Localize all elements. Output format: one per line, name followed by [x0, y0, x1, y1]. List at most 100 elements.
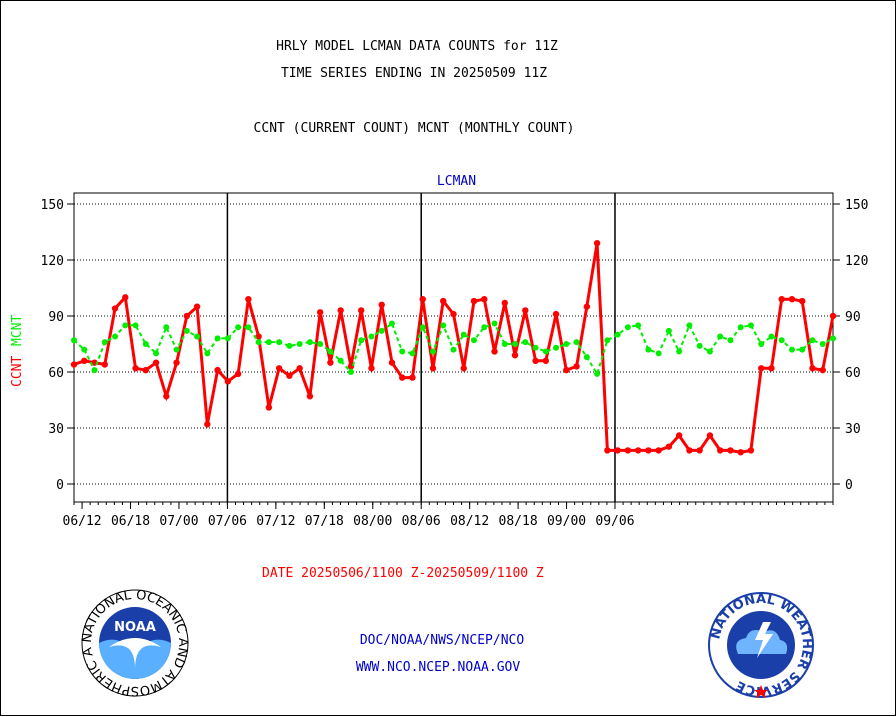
y-label-mcnt: MCNT — [10, 315, 25, 346]
data-point-mcnt — [830, 335, 836, 342]
data-point-mcnt — [368, 333, 375, 340]
data-point-ccnt — [655, 447, 662, 454]
data-point-mcnt — [460, 331, 467, 338]
data-point-mcnt — [532, 344, 539, 351]
data-point-mcnt — [204, 350, 211, 357]
data-point-ccnt — [737, 449, 744, 456]
data-point-ccnt — [686, 447, 693, 454]
axes — [67, 192, 840, 509]
axis-labels: 0 0 30 30 60 60 90 90 120 120 150 150 06/12 06/18 07/0… — [10, 174, 868, 529]
data-point-mcnt — [173, 346, 180, 353]
data-point-ccnt — [583, 303, 591, 310]
data-point-ccnt — [378, 301, 385, 308]
x-tick-label: 06/18 — [111, 514, 150, 529]
data-point-mcnt — [501, 341, 508, 347]
data-point-ccnt — [788, 296, 796, 303]
data-point-ccnt — [727, 447, 734, 454]
data-point-ccnt — [183, 312, 191, 320]
y-tick-label-left: 30 — [48, 422, 64, 437]
y-tick-label-left: 0 — [56, 478, 64, 493]
data-point-mcnt — [71, 337, 77, 344]
data-point-mcnt — [245, 324, 252, 331]
data-point-ccnt — [142, 366, 149, 374]
data-point-mcnt — [306, 339, 313, 346]
data-point-mcnt — [635, 322, 642, 329]
data-point-mcnt — [788, 346, 795, 353]
data-point-mcnt — [706, 348, 713, 355]
data-point-ccnt — [747, 447, 755, 454]
data-point-ccnt — [634, 447, 642, 454]
data-point-ccnt — [778, 296, 785, 303]
x-tick-label: 07/18 — [305, 514, 344, 529]
org-line: DOC/NOAA/NWS/NCEP/NCO — [359, 633, 525, 648]
data-point-mcnt — [409, 350, 416, 357]
data-point-ccnt — [132, 365, 139, 372]
data-point-mcnt — [132, 322, 139, 329]
data-point-mcnt — [768, 333, 775, 340]
y-tick-label-left: 150 — [41, 198, 64, 213]
data-point-mcnt — [778, 337, 785, 344]
chart-title-line2: TIME SERIES ENDING IN 20250509 11Z — [280, 66, 548, 81]
data-point-mcnt — [194, 333, 201, 340]
data-point-mcnt — [183, 327, 190, 334]
data-point-ccnt — [111, 305, 119, 312]
data-point-ccnt — [552, 310, 560, 318]
date-range-label: DATE 20250506/1100 Z-20250509/1100 Z — [262, 566, 544, 581]
y-tick-label-left: 90 — [48, 310, 64, 325]
data-point-mcnt — [655, 350, 662, 357]
data-point-ccnt — [316, 309, 324, 316]
data-point-mcnt — [122, 322, 129, 329]
data-point-ccnt — [563, 366, 570, 374]
data-point-ccnt — [419, 296, 426, 303]
noaa-logo: NATIONAL OCEANIC AND ATMOSPHERIC ADMINIS… — [73, 578, 191, 698]
data-point-ccnt — [245, 296, 252, 303]
data-point-mcnt — [327, 348, 334, 355]
y-tick-label-right: 150 — [845, 198, 868, 213]
data-point-ccnt — [768, 365, 775, 372]
data-point-mcnt — [450, 346, 457, 353]
y-tick-label-left: 60 — [48, 366, 64, 381]
data-point-mcnt — [317, 341, 324, 347]
data-point-mcnt — [81, 346, 88, 353]
url-line: WWW.NCO.NCEP.NOAA.GOV — [355, 660, 521, 675]
data-point-ccnt — [542, 357, 550, 364]
data-point-mcnt — [481, 324, 488, 331]
data-point-mcnt — [296, 341, 303, 347]
data-point-mcnt — [337, 357, 344, 364]
data-point-mcnt — [727, 337, 734, 344]
data-point-ccnt — [481, 296, 488, 303]
data-point-ccnt — [470, 297, 478, 305]
data-point-ccnt — [265, 404, 273, 411]
data-point-ccnt — [716, 447, 724, 454]
plot-border — [73, 192, 834, 503]
data-point-mcnt — [399, 348, 406, 355]
data-point-ccnt — [122, 294, 129, 301]
data-point-ccnt — [573, 363, 580, 370]
data-point-mcnt — [645, 346, 652, 353]
y-tick-label-right: 120 — [845, 254, 868, 269]
data-point-mcnt — [747, 322, 754, 329]
data-point-ccnt — [758, 365, 765, 372]
data-point-ccnt — [624, 447, 632, 454]
plot-title: LCMAN — [437, 174, 476, 189]
data-point-mcnt — [388, 320, 395, 327]
data-point-mcnt — [153, 350, 160, 357]
x-tick-label: 06/12 — [63, 514, 102, 529]
data-point-mcnt — [286, 342, 293, 349]
data-point-ccnt — [70, 361, 78, 368]
data-point-mcnt — [809, 337, 816, 344]
y-label-ccnt: CCNT — [10, 356, 25, 387]
data-point-ccnt — [193, 303, 201, 310]
data-point-mcnt — [624, 324, 631, 331]
chart-title-line1: HRLY MODEL LCMAN DATA COUNTS for 11Z — [276, 39, 558, 54]
data-point-ccnt — [501, 299, 508, 307]
data-point-ccnt — [214, 366, 221, 374]
data-point-mcnt — [604, 337, 611, 344]
data-point-ccnt — [81, 357, 88, 364]
data-point-mcnt — [686, 322, 693, 329]
data-point-ccnt — [706, 432, 714, 439]
y-tick-label-right: 90 — [845, 310, 861, 325]
data-point-mcnt — [265, 339, 272, 346]
data-point-mcnt — [491, 320, 498, 327]
